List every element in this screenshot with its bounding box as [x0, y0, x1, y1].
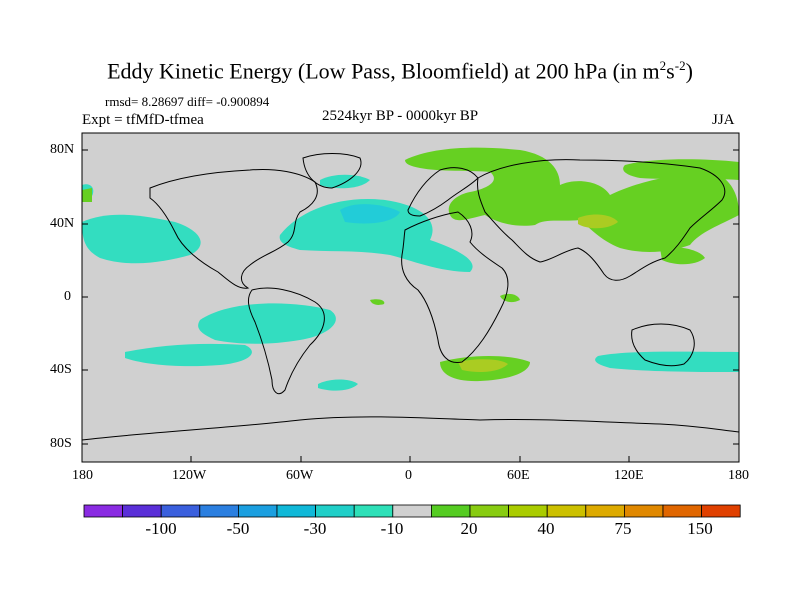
lat-label-80s: 80S [50, 436, 72, 451]
lon-label-60e: 60E [507, 468, 530, 483]
colorbar-box [315, 504, 355, 518]
colorbar-label: -50 [226, 519, 250, 538]
colorbar-box [276, 504, 316, 518]
cyan-region [318, 379, 358, 391]
colorbar-label: 20 [460, 519, 478, 538]
colorbar-box [353, 504, 394, 518]
colorbar-label: 40 [537, 519, 555, 538]
rmsd-diff-stats: rmsd= 8.28697 diff= -0.900894 [105, 94, 270, 109]
chart-title: Eddy Kinetic Energy (Low Pass, Bloomfiel… [107, 58, 693, 84]
lat-label-40s: 40S [50, 362, 72, 377]
cyan-region [320, 174, 370, 189]
colorbar-box [237, 504, 278, 518]
colorbar-box [122, 504, 162, 518]
axis-ticks [82, 149, 739, 462]
lat-label-80n: 80N [50, 142, 75, 157]
colorbar-label: -10 [380, 519, 404, 538]
cyan-dark-region [340, 204, 400, 224]
yellow-green-region [578, 214, 618, 229]
period-label: 2524kyr BP - 0000kyr BP [322, 108, 479, 124]
colorbar-box [585, 504, 625, 518]
colorbar-box [160, 504, 201, 518]
colorbar-box [199, 504, 239, 518]
cyan-region [279, 199, 473, 272]
cyan-region [198, 303, 336, 344]
colorbar-label: 75 [614, 519, 632, 538]
anomaly-fields [82, 147, 739, 391]
colorbar-box [392, 504, 432, 518]
colorbar-box [430, 504, 471, 518]
experiment-label: Expt = tfMfD-tfmea [82, 112, 204, 128]
map-background [82, 133, 739, 462]
green-region [405, 147, 739, 252]
lon-label-180e: 180 [728, 468, 749, 483]
colorbar [83, 504, 741, 518]
lat-label-0: 0 [64, 289, 71, 304]
cyan-region [595, 351, 739, 372]
coastlines [81, 153, 740, 441]
colorbar-box [83, 504, 123, 518]
colorbar-box [701, 504, 741, 518]
lon-label-180w: 180 [72, 468, 93, 483]
colorbar-label: -30 [303, 519, 327, 538]
season-label: JJA [712, 112, 735, 128]
cyan-region [82, 214, 201, 264]
lon-label-120w: 120W [172, 468, 207, 483]
colorbar-box [546, 504, 587, 518]
colorbar-label: 150 [687, 519, 713, 538]
lon-label-0: 0 [405, 468, 412, 483]
green-region [623, 159, 739, 180]
lat-label-40n: 40N [50, 216, 75, 231]
green-region [82, 188, 92, 202]
colorbar-label: -100 [145, 519, 177, 538]
green-region [370, 299, 385, 305]
cyan-region [125, 343, 252, 367]
lon-label-60w: 60W [286, 468, 314, 483]
colorbar-box [469, 504, 509, 518]
green-region [660, 247, 705, 265]
lon-label-120e: 120E [614, 468, 644, 483]
colorbar-box [624, 504, 664, 518]
colorbar-box [508, 504, 548, 518]
colorbar-box [662, 504, 702, 518]
yellow-green-region [458, 359, 508, 372]
